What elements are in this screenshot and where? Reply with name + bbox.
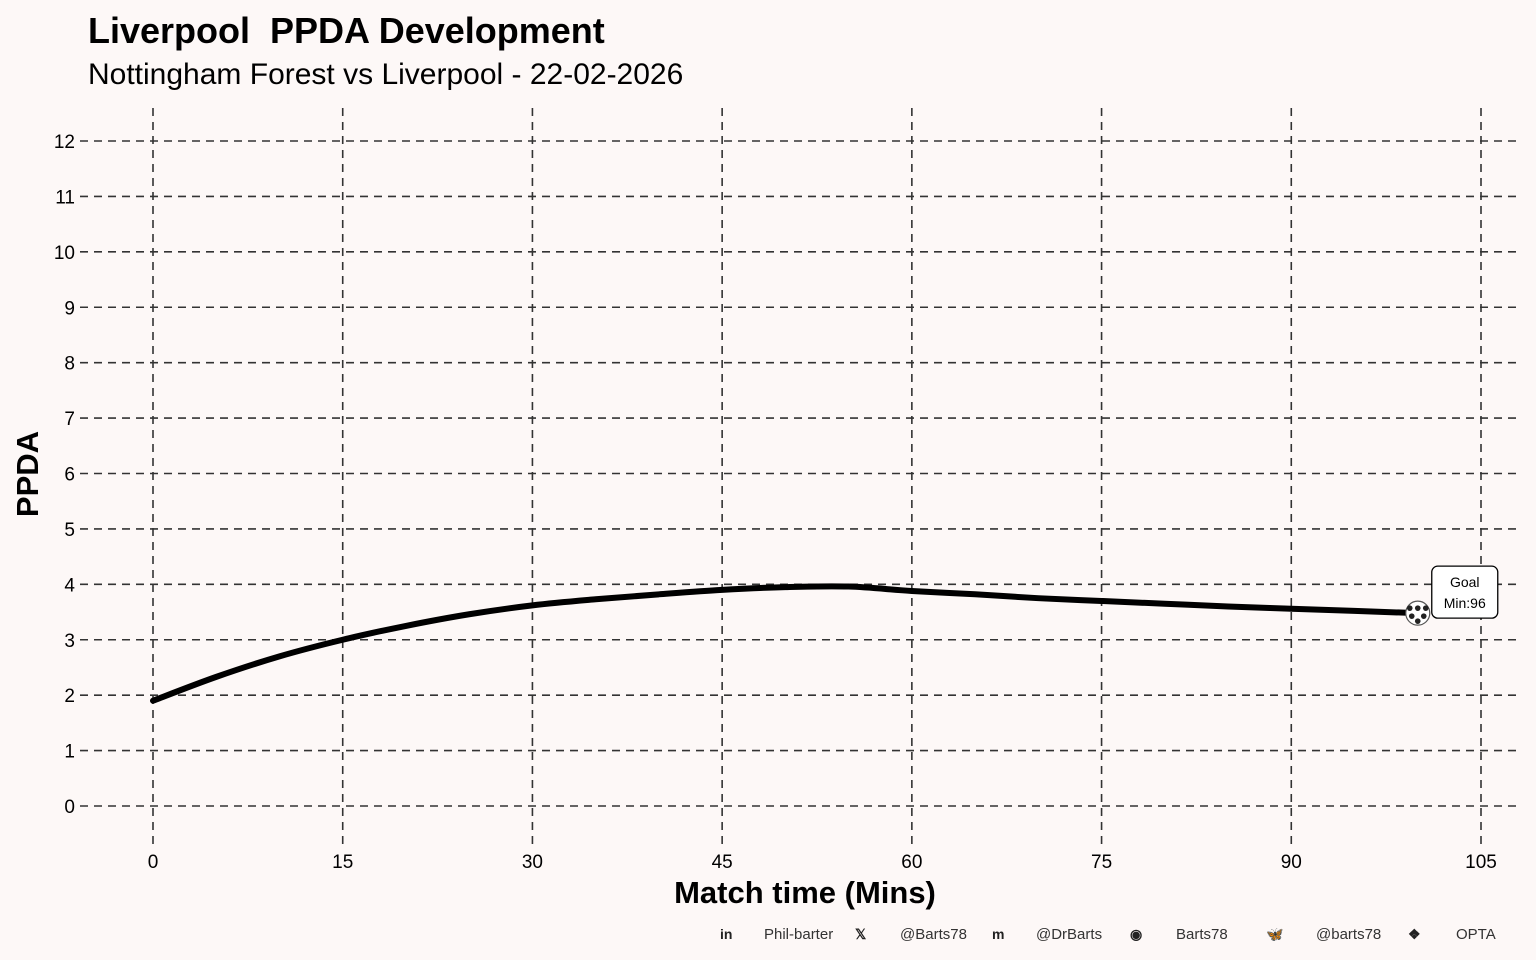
grid [80,108,1520,845]
y-tick-label: 8 [64,354,75,375]
footer-linkedin-text: Phil-barter [764,926,834,943]
github-icon: ◉ [1130,926,1143,942]
x-tick-label: 75 [1091,852,1112,873]
footer-mastodon-text: @DrBarts [1036,926,1103,943]
footer-bluesky-text: @barts78 [1316,926,1382,943]
x-icon: 𝕏 [855,926,867,942]
football-patch [1414,618,1421,624]
goal-minute-text: Min:96 [1444,595,1486,611]
chart-title: Liverpool PPDA Development [88,10,605,51]
x-axis-label: Match time (Mins) [674,875,936,910]
x-tick-label: 15 [332,852,353,873]
y-tick-label: 5 [64,520,75,541]
y-tick-label: 9 [64,298,75,319]
footer-credits: in Phil-barter 𝕏 @Barts78 m @DrBarts ◉ B… [0,926,1536,946]
y-tick-label: 12 [54,132,75,153]
x-tick-label: 60 [901,852,922,873]
dropbox-icon: ❖ [1408,926,1421,942]
y-tick-label: 7 [64,409,75,430]
football-patch [1414,605,1421,611]
y-tick-label: 4 [64,575,75,596]
football-patch [1406,605,1413,611]
x-tick-label: 45 [712,852,733,873]
football-patch [1408,613,1415,619]
y-tick-label: 1 [64,742,75,763]
footer-github-text: Barts78 [1176,926,1228,943]
bluesky-icon: 🦋 [1266,926,1284,942]
goal-label-box [1431,565,1499,619]
goal-label-text: Goal [1450,574,1480,590]
x-tick-label: 105 [1465,852,1497,873]
x-tick-label: 30 [522,852,543,873]
x-tick-label: 90 [1281,852,1302,873]
linkedin-icon: in [720,926,733,942]
football-patch [1420,613,1427,619]
y-tick-label: 11 [55,187,75,208]
y-tick-label: 10 [54,243,75,264]
footer-x-text: @Barts78 [900,926,967,943]
football-patch [1422,605,1429,611]
footer-source-text: OPTA [1456,926,1496,943]
ppda-line [150,583,1421,704]
y-tick-label: 6 [64,465,75,486]
y-axis-label: PPDA [10,431,45,517]
y-tick-label: 0 [64,797,75,818]
mastodon-icon: m [992,926,1005,942]
x-tick-label: 0 [148,852,159,873]
goal-annotation: Goal Min:96 [1405,565,1499,626]
y-tick-label: 3 [64,631,75,652]
chart-subtitle: Nottingham Forest vs Liverpool - 22-02-2… [88,58,684,91]
y-tick-label: 2 [64,686,75,707]
